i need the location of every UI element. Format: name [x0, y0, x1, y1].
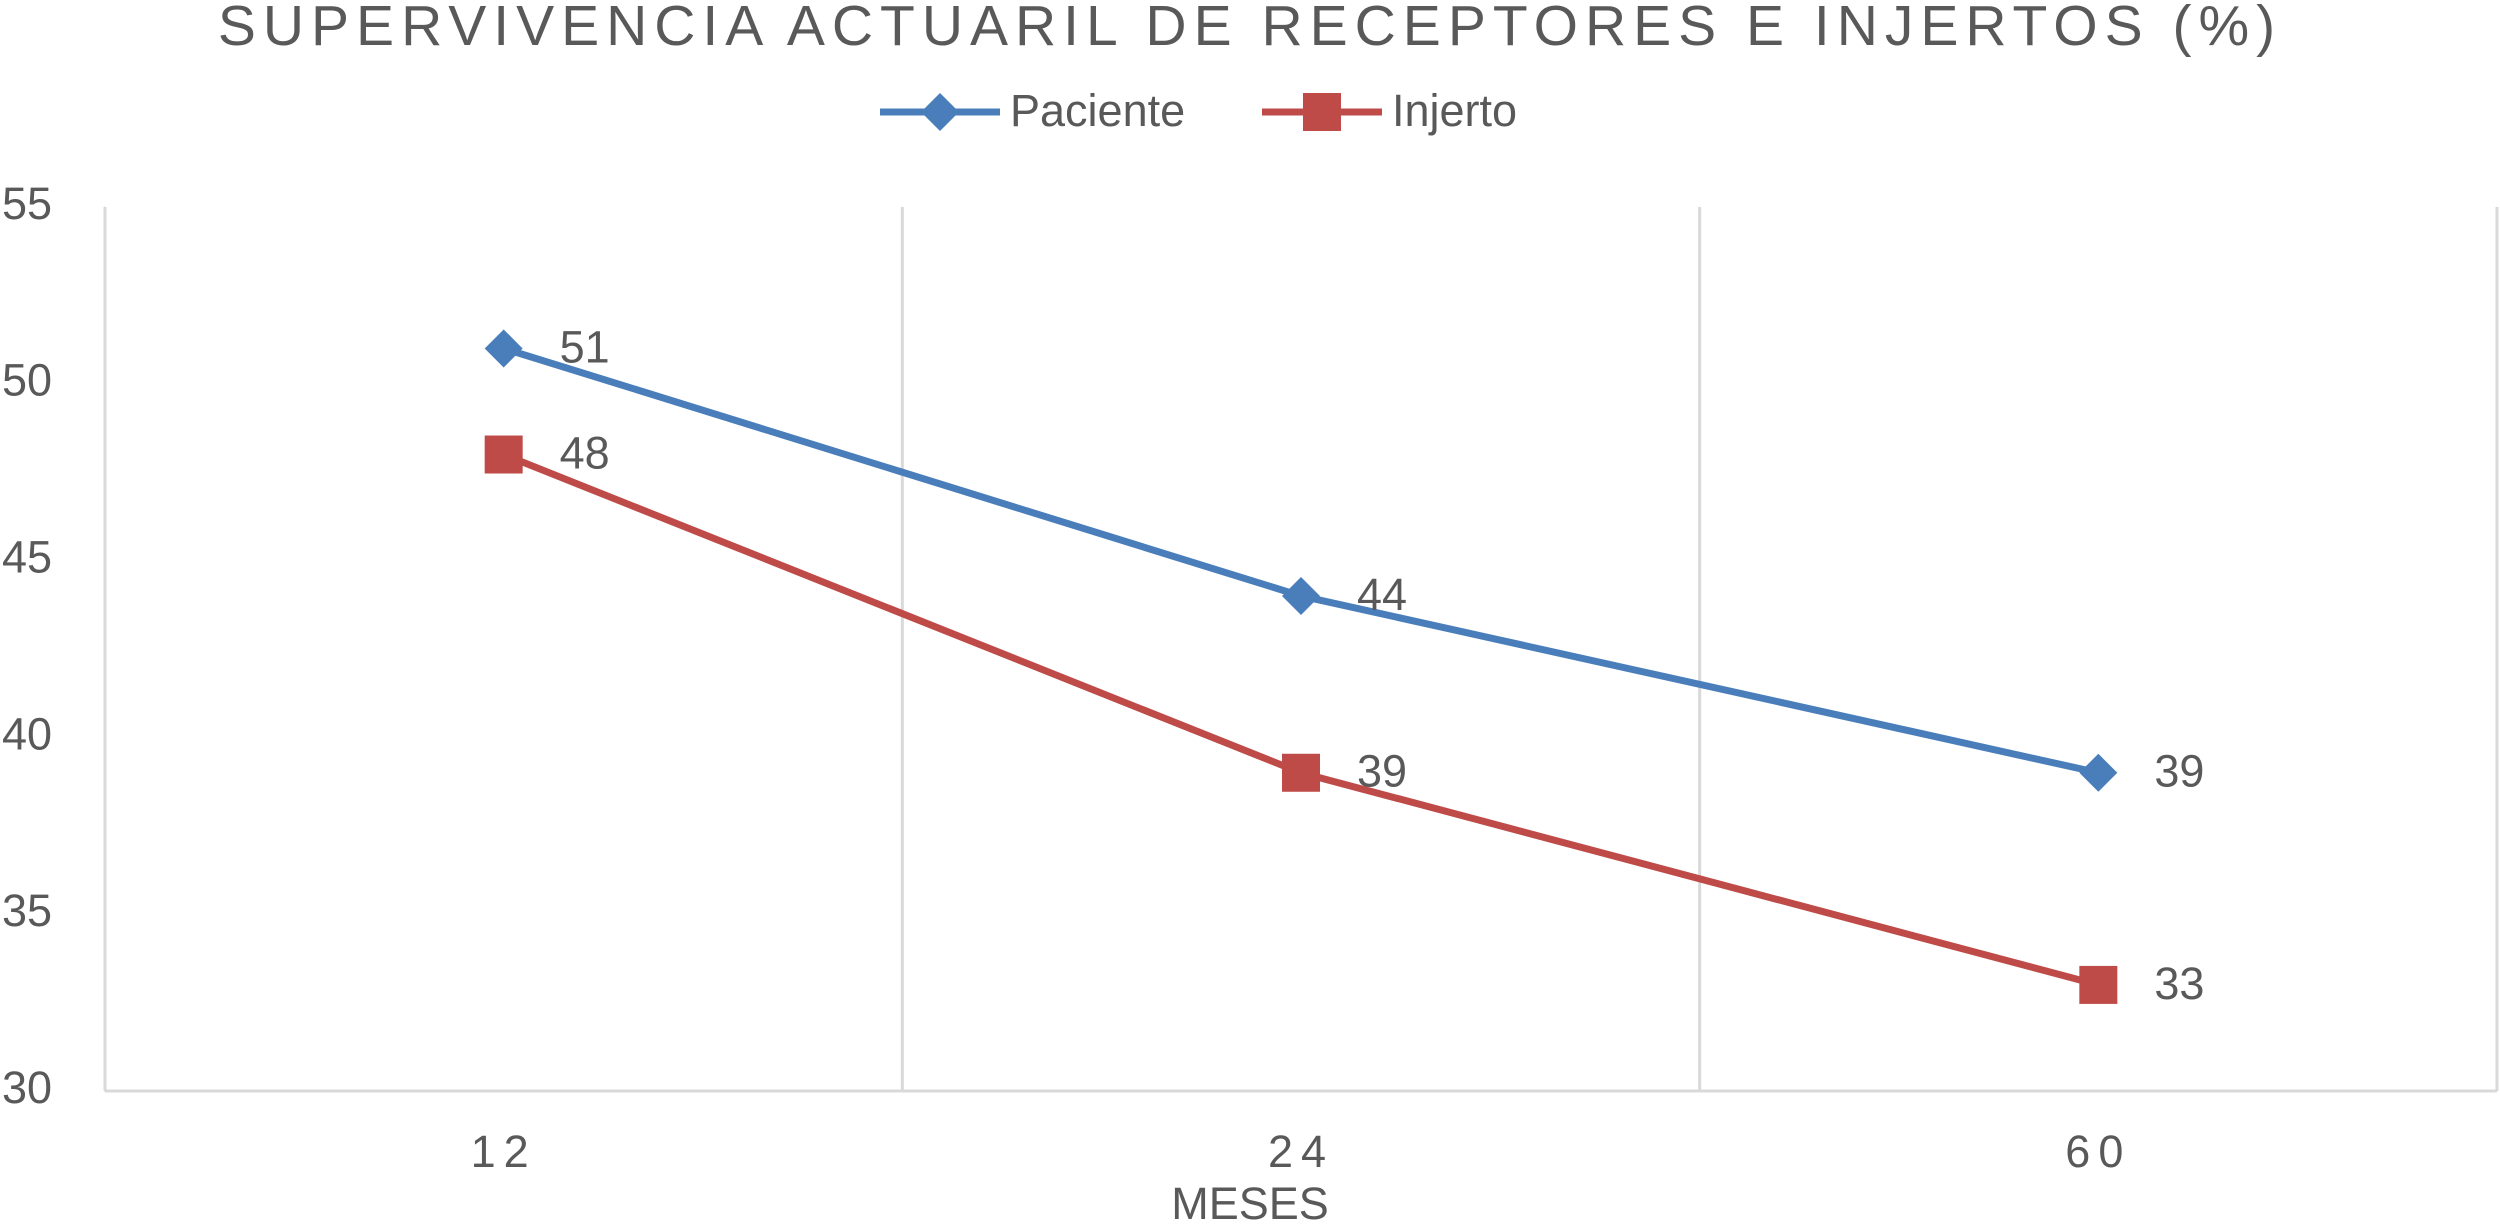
legend-marker — [1303, 93, 1341, 131]
legend-label: Injerto — [1392, 85, 1517, 136]
legend-label: Paciente — [1010, 85, 1185, 136]
data-label: 48 — [560, 427, 610, 478]
y-tick-label: 45 — [2, 531, 52, 582]
x-tick-label: 24 — [1268, 1126, 1334, 1177]
point — [484, 435, 523, 474]
x-tick-label: 60 — [2065, 1126, 2131, 1177]
x-axis-label: MESES — [1171, 1178, 1329, 1227]
x-tick-label: 12 — [471, 1126, 537, 1177]
chart-title: SUPERVIVENCIA ACTUARIL DE RECEPTORES E I… — [218, 0, 2282, 58]
data-label: 39 — [1357, 746, 1407, 797]
data-label: 44 — [1357, 569, 1407, 620]
line — [502, 345, 2100, 777]
y-tick-label: 30 — [2, 1062, 52, 1113]
legend-marker — [921, 93, 959, 131]
data-label: 51 — [560, 321, 610, 372]
point — [484, 329, 523, 368]
point — [2079, 753, 2118, 792]
data-label: 39 — [2154, 746, 2204, 797]
data-label: 33 — [2154, 958, 2204, 1009]
point — [1282, 576, 1320, 615]
y-tick-label: 40 — [2, 708, 52, 759]
y-tick-label: 50 — [2, 355, 52, 406]
y-tick-label: 55 — [2, 178, 52, 229]
point — [1282, 753, 1320, 792]
y-tick-label: 35 — [2, 885, 52, 936]
point — [2079, 965, 2118, 1004]
